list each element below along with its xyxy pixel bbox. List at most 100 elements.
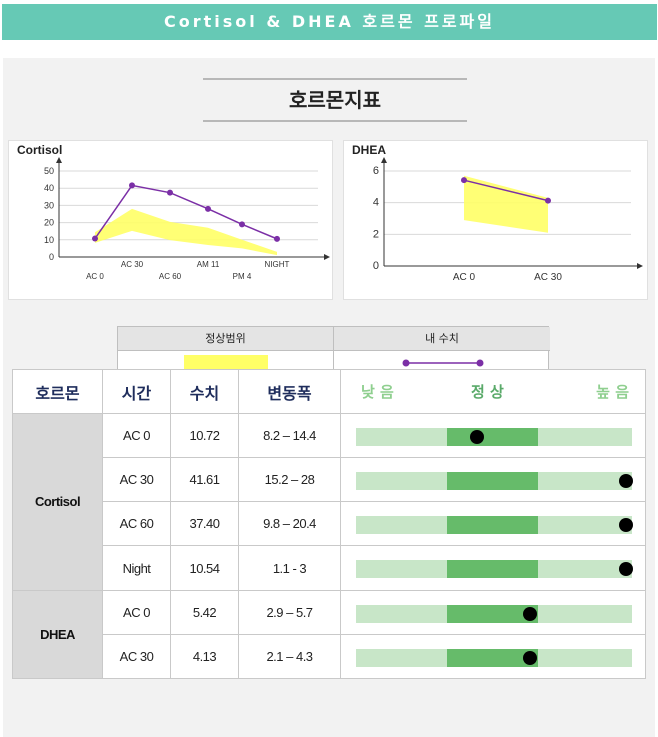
section-title-box: 호르몬지표 [203,78,467,122]
x-tick-label: PM 4 [233,272,252,281]
cortisol-chart-svg: 0 10 20 30 40 50 AC 0 AC 30 AC 60 AM 11 PM 4 NIGHT [44,157,330,281]
data-point [167,189,173,196]
row-time: AC 30 [102,457,171,503]
header-normal: 정 상 [471,383,504,401]
y-tick-label: 10 [44,235,54,245]
x-axis-arrow [637,263,643,269]
x-tick-label: AC 30 [534,272,562,283]
row-range: 2.9 – 5.7 [238,589,341,635]
series-line [94,184,278,240]
table-row: AC 30 41.61 15.2 – 28 [13,457,646,503]
row-value: 41.61 [170,457,239,503]
table-row: AC 30 4.13 2.1 – 4.3 [13,633,646,680]
level-gauge [356,604,632,623]
row-range: 15.2 – 28 [238,457,341,503]
row-gauge [340,412,646,459]
row-range: 8.2 – 14.4 [238,412,341,459]
header-gauge: 낮 음 정 상 높 음 [340,369,646,414]
dhea-chart-title: DHEA [352,143,387,157]
header-range: 변동폭 [238,369,341,414]
table-header-row: 호르몬 시간 수치 변동폭 낮 음 정 상 높 음 [12,369,646,414]
y-tick-label: 50 [44,166,54,176]
series-line [463,179,549,202]
level-gauge [356,516,634,535]
cortisol-chart-title: Cortisol [17,143,63,157]
data-point [545,197,551,204]
level-marker [470,430,485,444]
x-axis-arrow [324,254,330,260]
header-high: 높 음 [596,383,629,401]
y-tick-label: 20 [44,218,54,228]
legend-mine-line [402,359,484,367]
row-gauge [340,457,646,503]
table-row: DHEA AC 0 5.42 2.9 – 5.7 [12,589,646,680]
header-time: 시간 [102,369,171,414]
row-time: Night [102,545,171,591]
row-value: 4.13 [170,633,239,680]
row-gauge [340,589,646,635]
level-gauge [356,472,634,491]
data-point [92,235,98,242]
row-gauge [340,501,646,547]
header-hormone: 호르몬 [12,369,103,414]
legend-range-swatch [184,355,268,371]
level-marker [619,474,634,489]
row-time: AC 0 [102,589,171,635]
row-gauge [340,545,646,591]
group-cortisol: Cortisol [12,413,103,591]
legend-range-header: 정상범위 [118,327,334,351]
y-tick-label: 30 [44,200,54,210]
level-marker [522,606,537,621]
dhea-chart-svg: 0 2 4 6 AC 0 AC 30 [373,157,643,283]
level-marker [619,562,634,577]
data-point [461,177,467,184]
y-tick-label: 0 [373,260,379,272]
level-gauge [356,428,632,446]
x-tick-label: AC 30 [121,260,144,269]
normal-range-band [95,208,277,256]
y-tick-label: 6 [373,165,379,177]
dhea-chart: DHEA 0 2 4 6 AC 0 AC 30 [343,140,648,300]
y-axis-arrow [56,157,62,163]
row-range: 1.1 - 3 [238,545,341,591]
table-row: Cortisol AC 0 10.72 8.2 – 14.4 [12,412,646,591]
table-row: AC 60 37.40 9.8 – 20.4 [13,501,646,547]
row-gauge [340,633,646,680]
y-tick-label: 0 [49,252,54,262]
x-tick-label: AC 60 [159,272,182,281]
row-value: 37.40 [170,501,239,547]
row-time: AC 30 [102,633,171,680]
table-row: Night 10.54 1.1 - 3 [13,545,646,591]
x-tick-label: NIGHT [265,260,290,269]
x-tick-label: AC 0 [86,272,104,281]
data-point [205,205,211,212]
y-tick-label: 40 [44,183,54,193]
row-range: 9.8 – 20.4 [238,501,341,547]
row-range: 2.1 – 4.3 [238,633,341,680]
row-time: AC 60 [102,501,171,547]
x-tick-label: AC 0 [453,272,476,283]
header-value: 수치 [170,369,239,414]
cortisol-chart: Cortisol 0 10 20 30 40 50 AC 0 AC 30 AC 60 AM 11 P… [8,140,333,300]
section-title: 호르몬지표 [289,88,381,112]
header-low: 낮 음 [361,383,394,401]
legend-mine-header: 내 수치 [334,327,550,351]
y-tick-label: 2 [373,228,379,240]
row-value: 5.42 [170,589,239,635]
y-tick-label: 4 [373,197,379,209]
level-marker [619,518,634,533]
legend-range-cell [118,351,334,375]
chart-legend: 정상범위 내 수치 [117,326,550,375]
level-marker [522,650,537,665]
level-gauge [356,648,632,667]
x-tick-label: AM 11 [197,260,220,269]
y-axis-arrow [381,157,387,163]
row-time: AC 0 [102,412,171,459]
legend-mine-cell [334,351,550,375]
banner-title: Cortisol & DHEA 호르몬 프로파일 [2,4,657,40]
group-dhea: DHEA [12,589,103,680]
level-gauge [356,560,634,579]
row-value: 10.54 [170,545,239,591]
row-value: 10.72 [170,412,239,459]
data-point [239,221,245,228]
